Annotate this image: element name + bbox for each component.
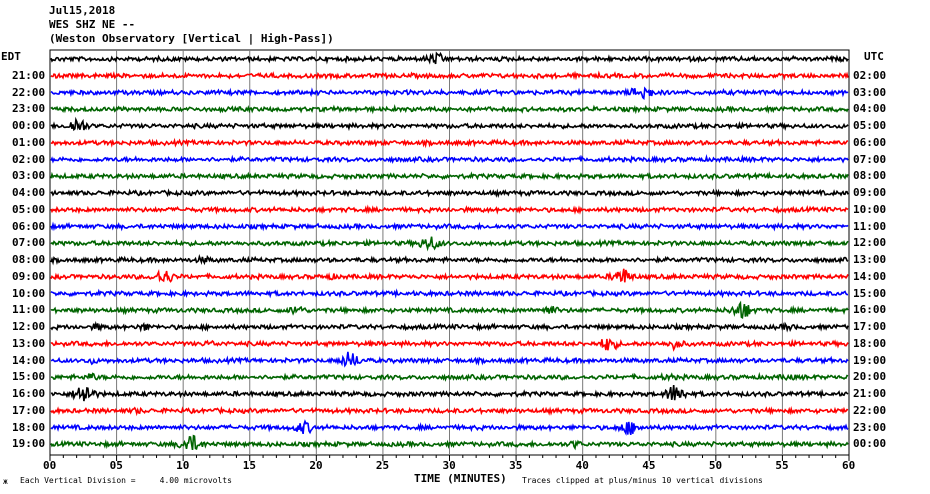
utc-hour-label: 02:00 [853, 68, 887, 82]
edt-hour-label: 07:00 [12, 236, 46, 250]
trace-line [50, 419, 849, 436]
edt-hour-label: 16:00 [12, 387, 46, 400]
chart-date: Jul15,2018 [49, 4, 116, 17]
edt-hour-label: 09:00 [12, 269, 46, 283]
x-tick-label: 30 [442, 459, 456, 472]
utc-hour-label: 04:00 [853, 102, 887, 116]
edt-hour-label: 08:00 [12, 253, 46, 266]
trace-line [50, 154, 849, 164]
edt-hour-label: 22:00 [12, 85, 46, 99]
utc-hour-label: 08:00 [853, 169, 887, 183]
trace-line [50, 116, 849, 132]
trace-line [50, 385, 849, 402]
right-timezone-label: UTC [864, 50, 884, 63]
edt-hour-label: 15:00 [12, 370, 46, 384]
edt-hour-label: 01:00 [12, 135, 46, 149]
utc-hour-label: 07:00 [853, 152, 887, 166]
edt-hour-label: 23:00 [12, 102, 46, 116]
edt-hour-label: 21:00 [12, 68, 46, 82]
x-tick-label: 10 [176, 459, 190, 472]
edt-hour-label: 11:00 [12, 303, 46, 317]
utc-hour-label: 17:00 [853, 320, 887, 333]
trace-line [50, 236, 849, 252]
x-tick-label: 55 [775, 459, 789, 472]
trace-line [50, 338, 849, 352]
trace-line [50, 204, 849, 215]
left-timezone-label: EDT [1, 50, 21, 63]
trace-line [50, 351, 849, 368]
utc-hour-label: 23:00 [853, 420, 887, 434]
clip-note: Traces clipped at plus/minus 10 vertical… [522, 476, 763, 485]
edt-hour-label: 06:00 [12, 219, 46, 233]
utc-hour-label: 05:00 [853, 119, 887, 132]
edt-hour-label: 14:00 [12, 353, 46, 367]
corner-mark: ж [3, 477, 8, 486]
utc-hour-label: 13:00 [853, 253, 887, 266]
station-description: (Weston Observatory [Vertical | High-Pas… [49, 32, 334, 45]
trace-line [50, 70, 849, 81]
edt-hour-label: 02:00 [12, 152, 46, 166]
edt-hour-label: 13:00 [12, 336, 46, 350]
x-tick-label: 50 [708, 459, 723, 472]
utc-hour-label: 16:00 [853, 303, 887, 317]
utc-hour-label: 14:00 [853, 269, 887, 283]
edt-hour-label: 04:00 [12, 186, 46, 199]
edt-hour-label: 05:00 [12, 202, 46, 216]
trace-line [50, 268, 849, 283]
trace-line [50, 434, 849, 451]
x-tick-label: 60 [842, 459, 856, 472]
trace-line [50, 188, 849, 199]
utc-hour-label: 11:00 [853, 219, 887, 233]
trace-line [50, 405, 849, 417]
x-tick-label: 00 [43, 459, 57, 472]
x-tick-label: 15 [242, 459, 256, 472]
edt-hour-label: 03:00 [12, 169, 46, 183]
utc-hour-label: 09:00 [853, 186, 887, 199]
trace-line [50, 86, 849, 101]
edt-hour-label: 17:00 [12, 403, 46, 417]
x-axis-title: TIME (MINUTES) [414, 472, 507, 485]
x-tick-label: 40 [575, 459, 589, 472]
utc-hour-label: 22:00 [853, 403, 887, 417]
utc-hour-label: 03:00 [853, 85, 887, 99]
utc-hour-label: 12:00 [853, 236, 887, 250]
utc-hour-label: 18:00 [853, 336, 887, 350]
utc-hour-label: 21:00 [853, 387, 887, 400]
x-tick-label: 05 [109, 459, 123, 472]
trace-line [50, 320, 849, 333]
x-tick-label: 25 [375, 459, 390, 472]
trace-line [50, 300, 849, 320]
x-tick-label: 20 [309, 459, 323, 472]
trace-line [50, 254, 849, 266]
edt-hour-label: 18:00 [12, 420, 46, 434]
edt-hour-label: 19:00 [12, 437, 46, 451]
utc-hour-label: 06:00 [853, 135, 887, 149]
edt-hour-label: 12:00 [12, 320, 46, 333]
trace-line [50, 371, 849, 383]
edt-hour-label: 10:00 [12, 286, 46, 300]
utc-hour-label: 19:00 [853, 353, 887, 367]
x-tick-label: 45 [642, 459, 656, 472]
x-tick-label: 35 [509, 459, 523, 472]
trace-line [50, 170, 849, 182]
scale-note: Each Vertical Division = 4.00 microvolts [20, 476, 232, 485]
trace-line [50, 288, 848, 299]
trace-line [50, 51, 849, 65]
utc-hour-label: 20:00 [853, 370, 887, 384]
utc-hour-label: 00:00 [853, 437, 887, 451]
station-id: WES SHZ NE -- [49, 18, 136, 31]
trace-line [50, 221, 849, 232]
trace-line [50, 104, 849, 115]
trace-line [50, 137, 849, 149]
edt-hour-label: 00:00 [12, 119, 46, 132]
utc-hour-label: 10:00 [853, 202, 887, 216]
utc-hour-label: 15:00 [853, 286, 887, 300]
